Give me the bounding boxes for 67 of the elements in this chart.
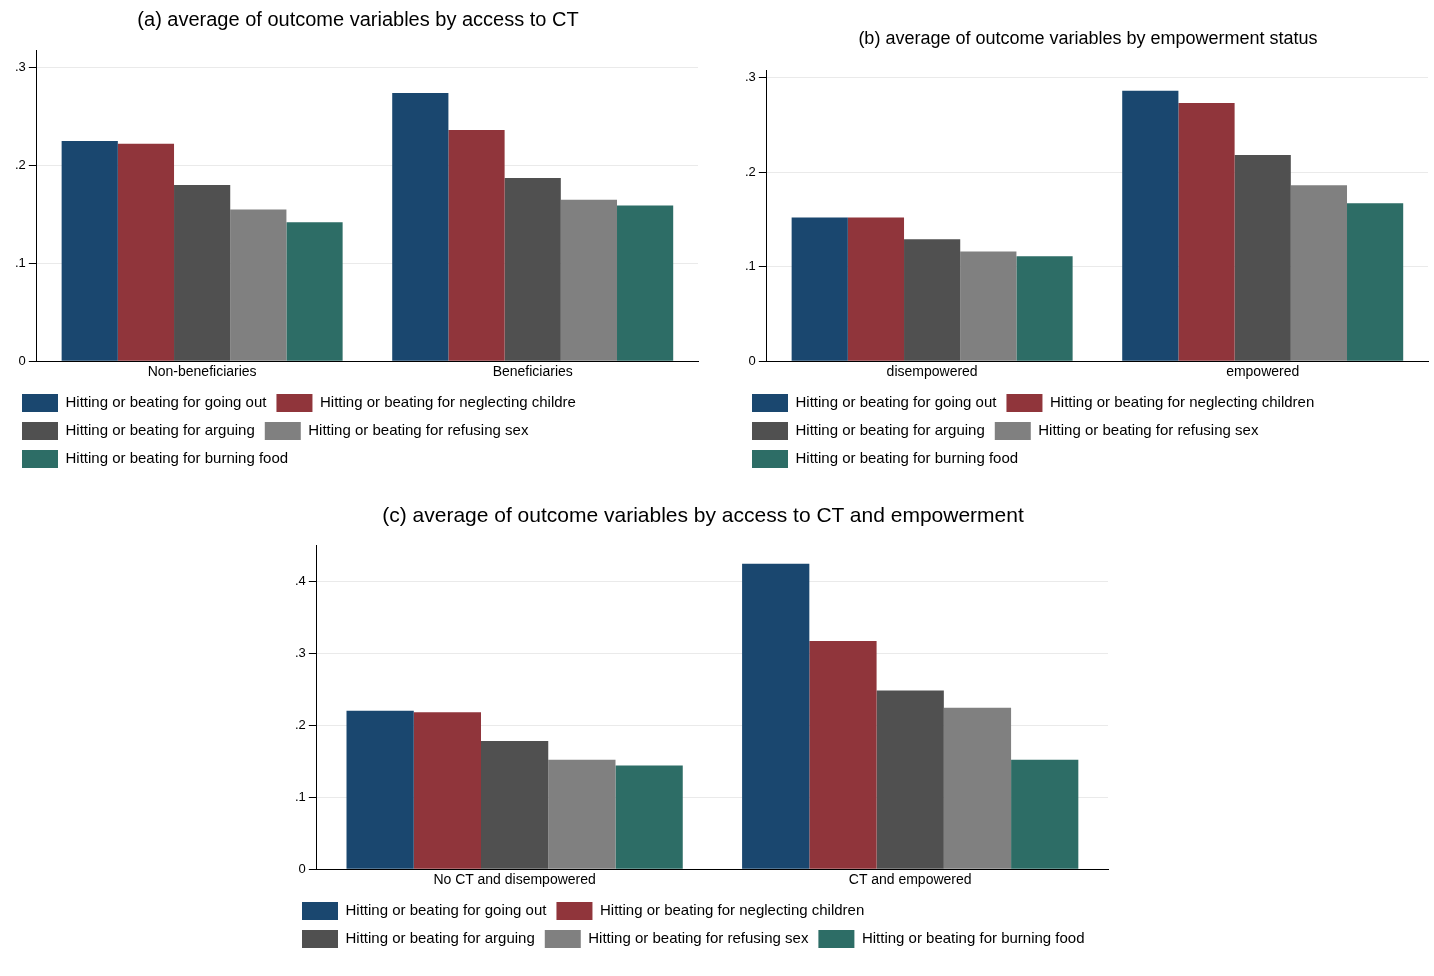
legend-label: Hitting or beating for going out [345, 901, 548, 919]
x-tick-label: Beneficiaries [492, 363, 573, 380]
bar [286, 222, 343, 361]
y-tick-label: 0 [298, 860, 306, 876]
bar [847, 217, 905, 361]
legend-label: Hitting or beating for arguing [795, 421, 985, 439]
chart-title: (c) average of outcome variables by access to CT and empowerment [381, 503, 1025, 528]
legend-label: Hitting or beating for refusing sex [1038, 421, 1259, 439]
bar [1011, 759, 1079, 869]
chart-title: (b) average of outcome variables by empowerment status [857, 28, 1319, 50]
bar [61, 140, 118, 361]
bar [481, 740, 549, 869]
y-tick-label: .3 [15, 59, 26, 75]
y-tick-label: .2 [15, 156, 26, 172]
y-tick-label: 0 [748, 352, 756, 368]
y-tick-label: .4 [295, 572, 306, 588]
bar [346, 710, 414, 869]
legend-label: Hitting or beating for refusing sex [588, 929, 809, 947]
bar [1234, 154, 1291, 361]
bar [448, 130, 505, 361]
bar [1347, 203, 1404, 361]
bar [960, 251, 1017, 361]
bar [560, 199, 618, 361]
legend-label: Hitting or beating for going out [65, 393, 268, 411]
bar [1178, 102, 1235, 361]
y-tick-label: .3 [295, 644, 306, 660]
bar [742, 563, 810, 869]
x-tick-label: CT and empowered [848, 871, 972, 888]
legend-label: Hitting or beating for going out [795, 393, 998, 411]
y-tick-label: .3 [745, 69, 756, 84]
x-tick-label: No CT and disempowered [433, 871, 596, 888]
x-tick-label: disempowered [886, 363, 978, 380]
y-tick-label: 0 [18, 352, 26, 368]
y-tick-label: .1 [295, 788, 306, 804]
legend-label: Hitting or beating for burning food [861, 929, 1085, 947]
bar [413, 712, 482, 869]
legend-label: Hitting or beating for arguing [345, 929, 535, 947]
legend-label: Hitting or beating for burning food [65, 449, 289, 467]
bar [392, 92, 449, 361]
bar [876, 690, 944, 869]
bar [174, 184, 231, 361]
legend-label: Hitting or beating for neglecting children [1049, 393, 1315, 411]
bar [1122, 90, 1179, 361]
bar [809, 640, 877, 869]
bar [117, 143, 175, 361]
x-tick-label: Non-beneficiaries [147, 363, 257, 380]
bar [230, 209, 287, 361]
bar [1290, 185, 1348, 361]
y-tick-label: .2 [745, 163, 756, 179]
legend-label: Hitting or beating for neglecting childre [319, 393, 576, 411]
legend-label: Hitting or beating for burning food [795, 449, 1019, 467]
x-tick-label: empowered [1226, 363, 1300, 380]
legend-label: Hitting or beating for arguing [65, 421, 255, 439]
y-tick-label: .1 [15, 254, 26, 270]
bar [615, 765, 683, 869]
chart-title: (a) average of outcome variables by access to CT [136, 8, 580, 32]
y-tick-label: .2 [295, 716, 306, 732]
bar [943, 707, 1012, 869]
y-tick-label: .1 [745, 258, 756, 274]
bar [1016, 256, 1073, 361]
bar [617, 205, 674, 361]
legend-label: Hitting or beating for refusing sex [308, 421, 529, 439]
bar [791, 217, 848, 361]
bar [504, 178, 561, 361]
legend-label: Hitting or beating for neglecting children [599, 901, 865, 919]
bar [548, 759, 616, 869]
bar [904, 239, 961, 361]
